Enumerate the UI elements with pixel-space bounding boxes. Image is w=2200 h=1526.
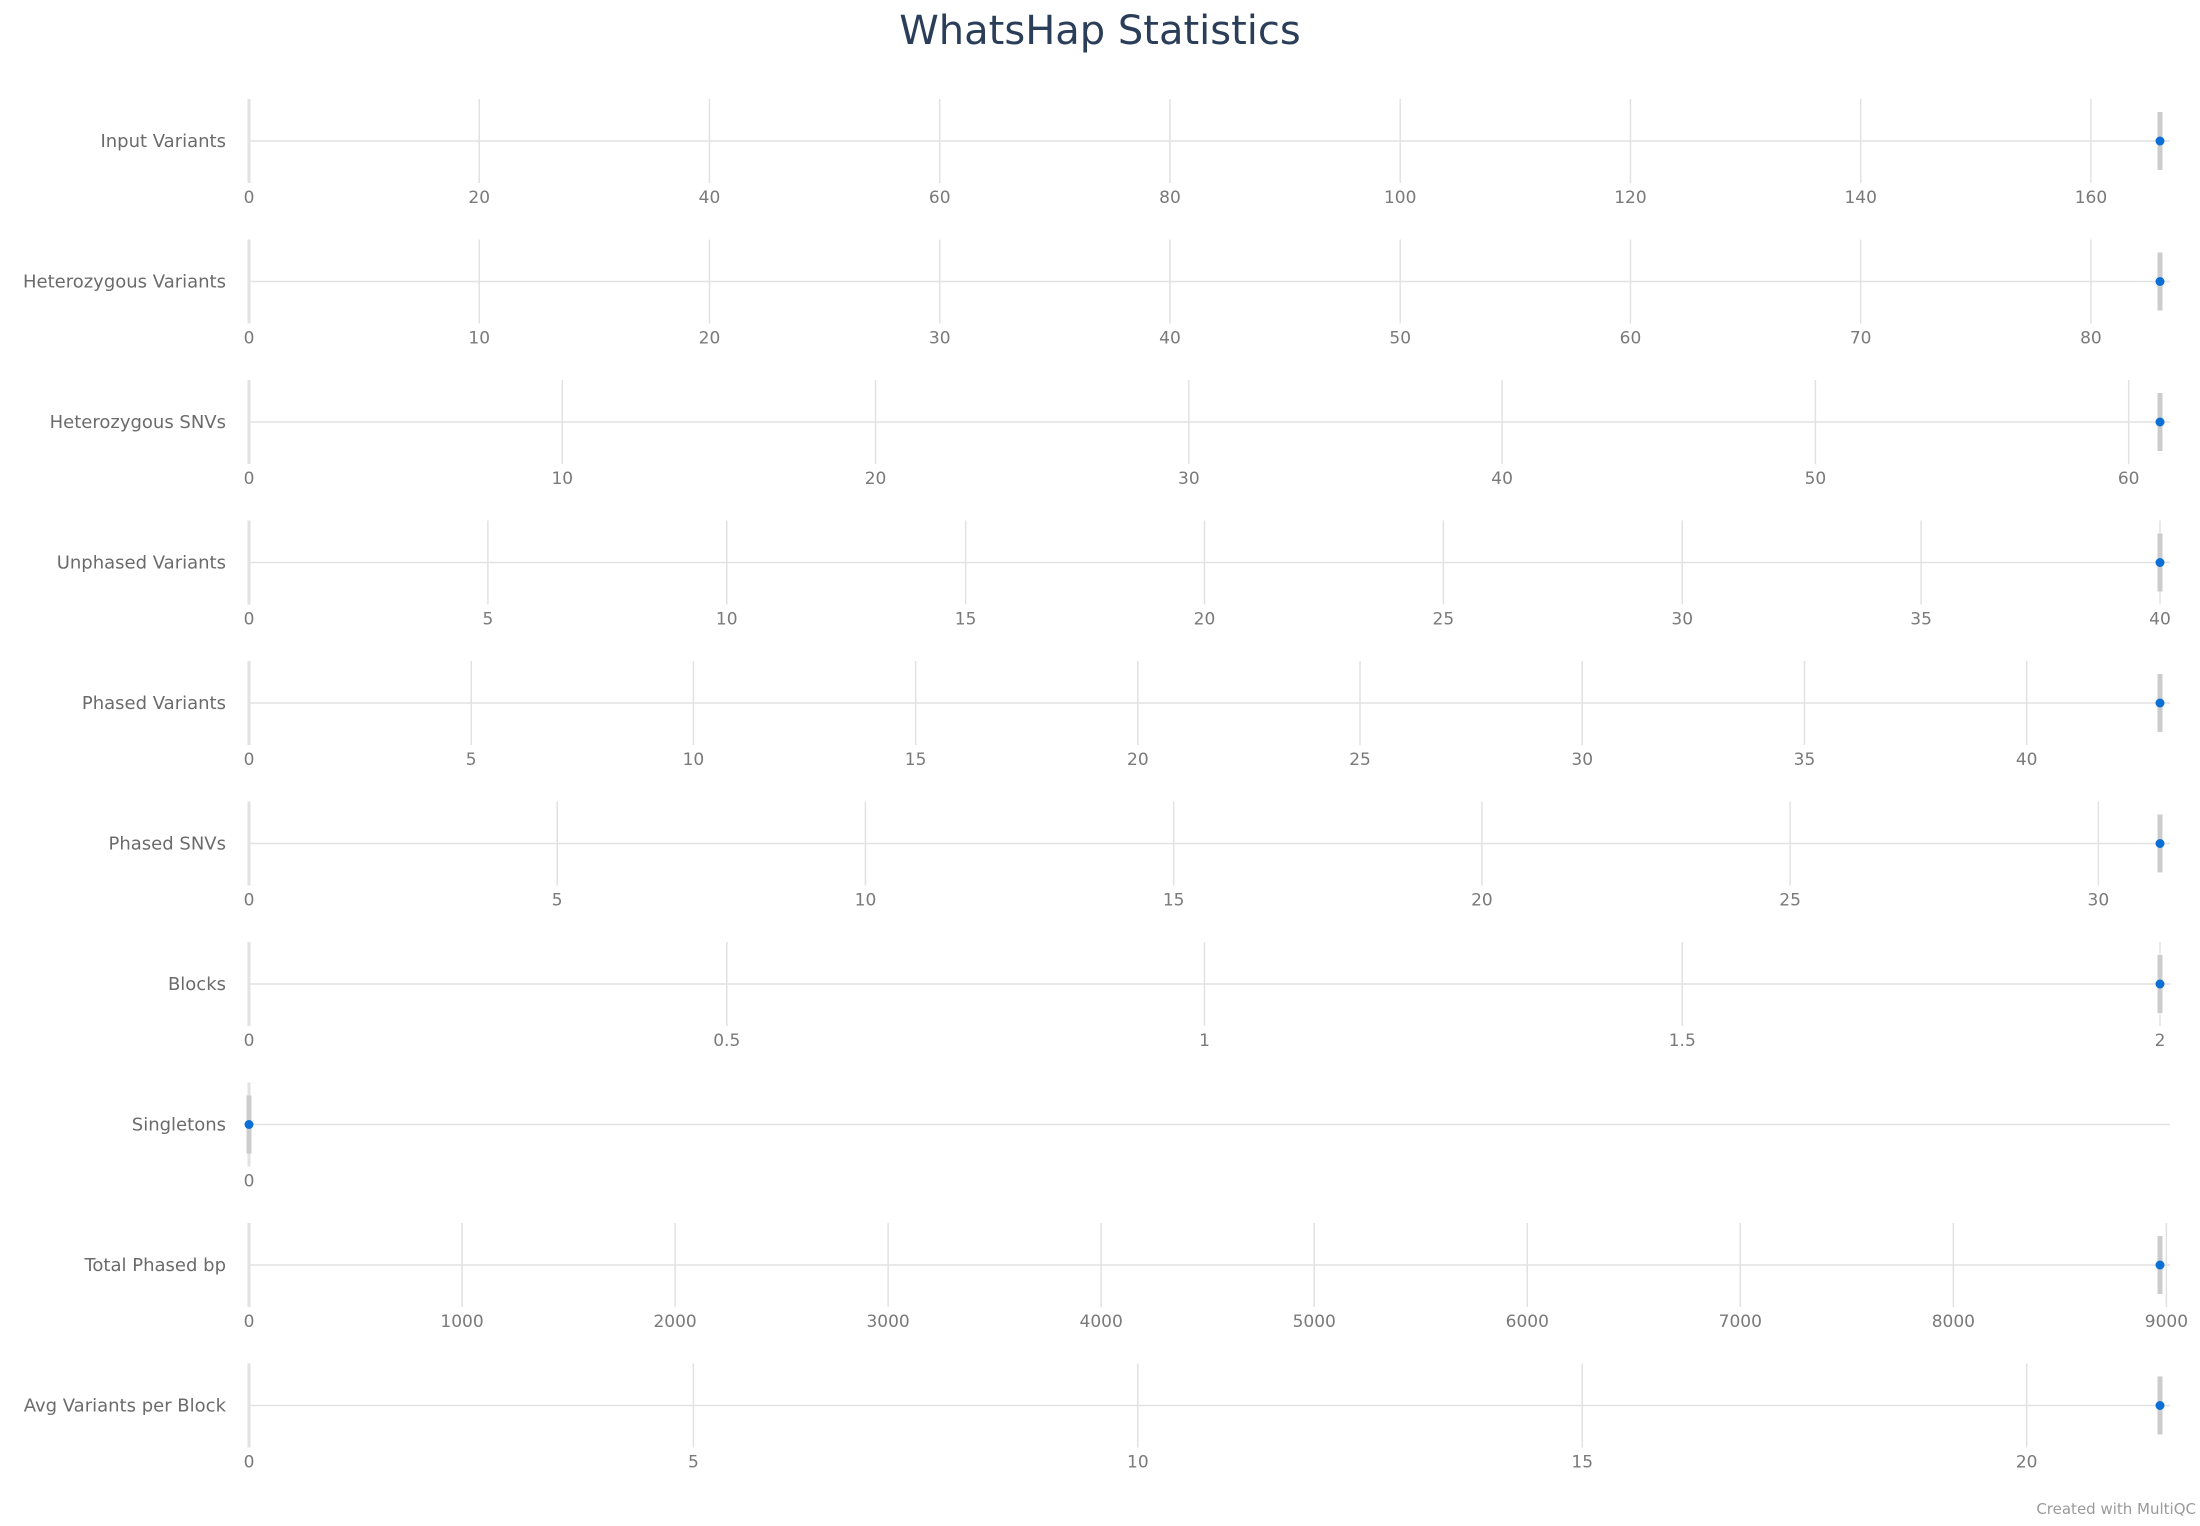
data-point [2155, 558, 2165, 567]
tick-label: 50 [1389, 329, 1411, 349]
tick-label: 20 [1471, 891, 1493, 911]
tick-label: 4000 [1080, 1312, 1123, 1332]
tick-label: 120 [1614, 188, 1646, 208]
row-label: Heterozygous Variants [23, 272, 226, 293]
tick-label: 0 [244, 188, 255, 208]
row-label: Singletons [132, 1115, 226, 1136]
tick-label: 0.5 [713, 1031, 740, 1051]
tick-label: 160 [2075, 188, 2107, 208]
row-label: Avg Variants per Block [24, 1396, 227, 1417]
data-point [2155, 698, 2165, 708]
row-label: Blocks [168, 974, 226, 995]
tick-label: 50 [1805, 469, 1827, 489]
tick-label: 10 [683, 750, 705, 770]
data-point [2155, 1401, 2165, 1410]
tick-label: 0 [244, 891, 255, 911]
tick-label: 6000 [1506, 1312, 1549, 1332]
tick-label: 15 [905, 750, 927, 770]
tick-label: 5 [552, 891, 563, 911]
tick-label: 40 [1491, 469, 1513, 489]
row-label: Phased SNVs [109, 834, 226, 855]
tick-label: 15 [1163, 891, 1185, 911]
tick-label: 20 [1127, 750, 1149, 770]
tick-label: 10 [855, 891, 877, 911]
tick-label: 25 [1779, 891, 1801, 911]
tick-label: 5000 [1293, 1312, 1336, 1332]
tick-label: 25 [1349, 750, 1371, 770]
data-point [244, 1120, 254, 1129]
tick-label: 30 [1571, 750, 1593, 770]
tick-label: 80 [2080, 329, 2102, 349]
tick-label: 30 [2088, 891, 2110, 911]
tick-label: 2 [2155, 1031, 2166, 1051]
tick-label: 0 [244, 1172, 255, 1192]
tick-label: 60 [2118, 469, 2140, 489]
row-label: Heterozygous SNVs [50, 412, 226, 433]
tick-label: 60 [1620, 329, 1642, 349]
data-point [2155, 277, 2165, 286]
tick-label: 1 [1199, 1031, 1210, 1051]
tick-label: 35 [1910, 610, 1932, 630]
row-label: Phased Variants [82, 693, 226, 714]
tick-label: 3000 [866, 1312, 909, 1332]
tick-label: 10 [1127, 1453, 1149, 1473]
tick-label: 20 [865, 469, 887, 489]
tick-label: 0 [244, 1453, 255, 1473]
chart-title: WhatsHap Statistics [899, 8, 1301, 54]
tick-label: 100 [1384, 188, 1416, 208]
tick-label: 20 [699, 329, 721, 349]
tick-label: 1000 [440, 1312, 483, 1332]
tick-label: 5 [482, 610, 493, 630]
tick-label: 20 [2016, 1453, 2038, 1473]
data-point [2155, 136, 2165, 146]
tick-label: 20 [1194, 610, 1216, 630]
tick-label: 0 [244, 469, 255, 489]
tick-label: 5 [466, 750, 477, 770]
tick-label: 140 [1844, 188, 1876, 208]
tick-label: 1.5 [1669, 1031, 1696, 1051]
tick-label: 25 [1433, 610, 1455, 630]
tick-label: 0 [244, 1031, 255, 1051]
tick-label: 80 [1159, 188, 1181, 208]
row-label: Total Phased bp [83, 1255, 226, 1276]
tick-label: 0 [244, 1312, 255, 1332]
tick-label: 40 [2016, 750, 2038, 770]
tick-label: 40 [2149, 610, 2171, 630]
data-point [2155, 417, 2165, 427]
tick-label: 60 [929, 188, 951, 208]
tick-label: 10 [551, 469, 573, 489]
tick-label: 0 [244, 610, 255, 630]
tick-label: 0 [244, 329, 255, 349]
tick-label: 70 [1850, 329, 1872, 349]
row-label: Unphased Variants [57, 553, 226, 574]
row-label: Input Variants [100, 131, 226, 152]
tick-label: 30 [1671, 610, 1693, 630]
tick-label: 15 [955, 610, 977, 630]
data-point [2155, 979, 2165, 989]
tick-label: 0 [244, 750, 255, 770]
tick-label: 9000 [2145, 1312, 2188, 1332]
tick-label: 40 [699, 188, 721, 208]
tick-label: 5 [688, 1453, 699, 1473]
tick-label: 7000 [1719, 1312, 1762, 1332]
tick-label: 10 [716, 610, 738, 630]
data-point [2155, 1260, 2165, 1270]
tick-label: 30 [929, 329, 951, 349]
credit-text: Created with MultiQC [2036, 1500, 2196, 1518]
data-point [2155, 839, 2165, 848]
tick-label: 15 [1571, 1453, 1593, 1473]
tick-label: 30 [1178, 469, 1200, 489]
tick-label: 35 [1794, 750, 1816, 770]
tick-label: 2000 [653, 1312, 696, 1332]
tick-label: 8000 [1932, 1312, 1975, 1332]
tick-label: 40 [1159, 329, 1181, 349]
tick-label: 10 [468, 329, 490, 349]
tick-label: 20 [468, 188, 490, 208]
